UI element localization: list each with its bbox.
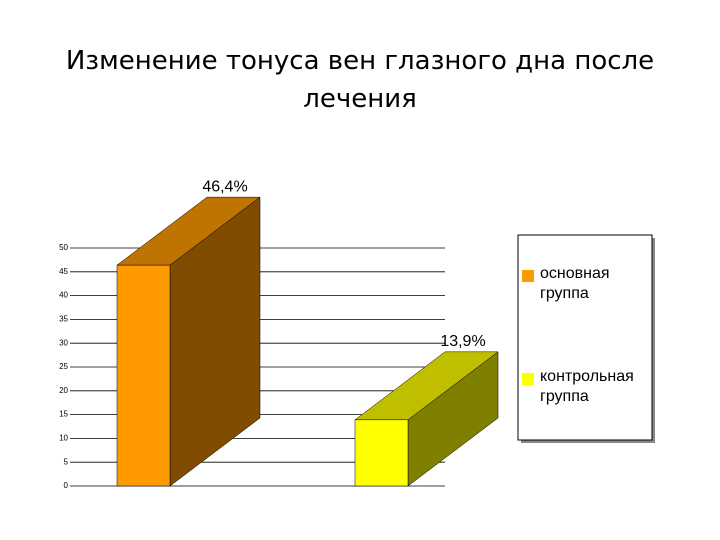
legend-swatch — [522, 373, 534, 385]
bar-front — [354, 419, 409, 487]
bar — [354, 351, 499, 487]
legend-label: контрольная группа — [540, 368, 634, 405]
y-tick-label: 15 — [59, 410, 68, 419]
y-tick-label: 0 — [64, 481, 69, 490]
value-label: 13,9% — [440, 333, 485, 350]
y-tick-label: 35 — [59, 315, 68, 324]
legend-swatch — [522, 270, 534, 282]
y-tick-label: 25 — [59, 362, 68, 371]
y-tick-label: 30 — [59, 338, 68, 347]
legend-label: основная группа — [540, 265, 610, 302]
y-tick-label: 50 — [59, 243, 68, 252]
y-tick-label: 20 — [59, 386, 68, 395]
chart-title: Изменение тонуса вен глазного дна после … — [65, 46, 655, 114]
bar-front — [116, 264, 171, 487]
legend-box — [517, 234, 653, 441]
y-tick-label: 40 — [59, 291, 68, 300]
y-tick-label: 45 — [59, 267, 68, 276]
value-label: 46,4% — [202, 178, 247, 195]
y-tick-label: 5 — [64, 457, 69, 466]
y-tick-label: 10 — [59, 434, 68, 443]
bar — [116, 196, 261, 487]
